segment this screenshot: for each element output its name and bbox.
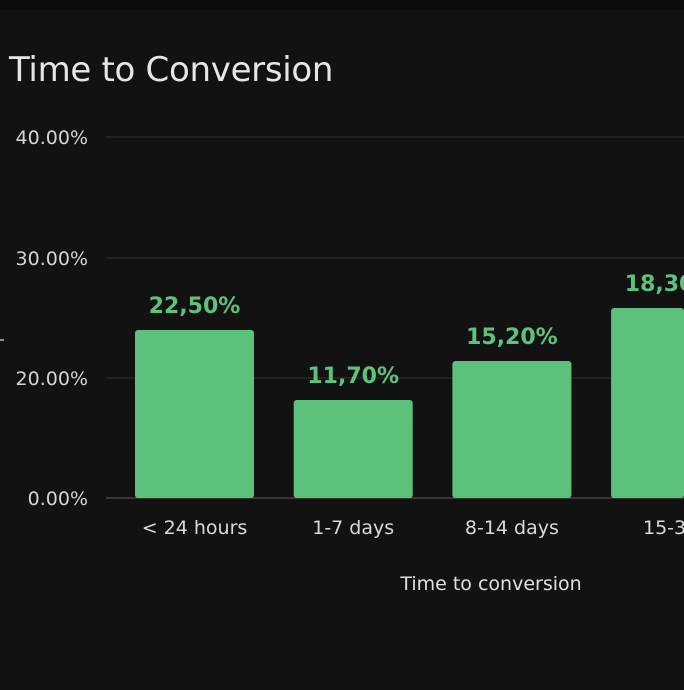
top-bar — [0, 0, 684, 10]
bar — [293, 400, 413, 498]
y-tick-label: 0.00% — [28, 488, 88, 510]
bars — [135, 308, 684, 498]
data-label: 11,70% — [307, 364, 399, 389]
y-tick-label: 40.00% — [16, 127, 88, 149]
x-axis-title: Time to conversion — [399, 573, 581, 595]
chart-title: Time to Conversion — [9, 50, 334, 90]
data-label: 22,50% — [149, 294, 241, 319]
x-tick-label: 8-14 days — [465, 517, 559, 539]
bar — [135, 330, 254, 498]
data-label: 18,30% — [625, 272, 684, 297]
bar — [611, 308, 684, 498]
bar — [452, 361, 572, 498]
y-tick-label: 30.00% — [16, 248, 88, 270]
x-tick-label: < 24 hours — [142, 517, 248, 539]
x-tick-label: 15-30 — [643, 517, 684, 539]
x-tick-label: 1-7 days — [312, 517, 394, 539]
data-label: 15,20% — [466, 325, 558, 350]
y-tick-label: 20.00% — [16, 368, 88, 390]
labels: 0.00% 20.00% 30.00% 40.00% 22,50% < 24 hours 1… — [0, 127, 684, 539]
